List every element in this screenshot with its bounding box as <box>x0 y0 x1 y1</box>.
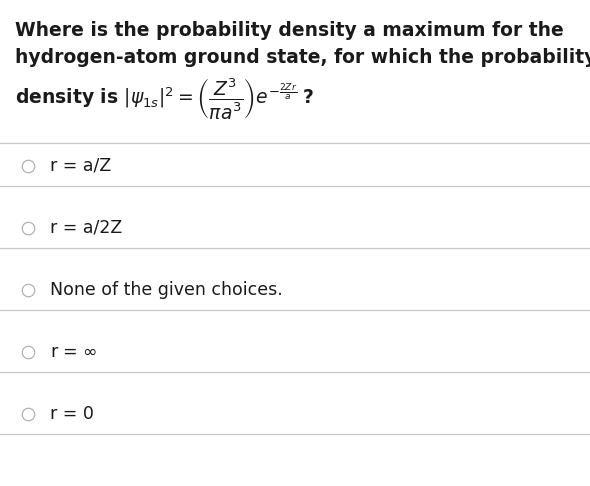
Text: None of the given choices.: None of the given choices. <box>50 281 283 299</box>
Text: r = 0: r = 0 <box>50 405 94 423</box>
Text: r = a/2Z: r = a/2Z <box>50 219 122 237</box>
Text: r = a/Z: r = a/Z <box>50 157 112 175</box>
Text: hydrogen-atom ground state, for which the probability: hydrogen-atom ground state, for which th… <box>15 48 590 67</box>
Text: r = $\infty$: r = $\infty$ <box>50 343 97 361</box>
Text: density is $|\psi_{1s}|^2 = \left(\dfrac{Z^3}{\pi a^3}\right) e^{-\frac{2Zr}{a}}: density is $|\psi_{1s}|^2 = \left(\dfrac… <box>15 76 314 121</box>
Text: Where is the probability density a maximum for the: Where is the probability density a maxim… <box>15 21 564 40</box>
